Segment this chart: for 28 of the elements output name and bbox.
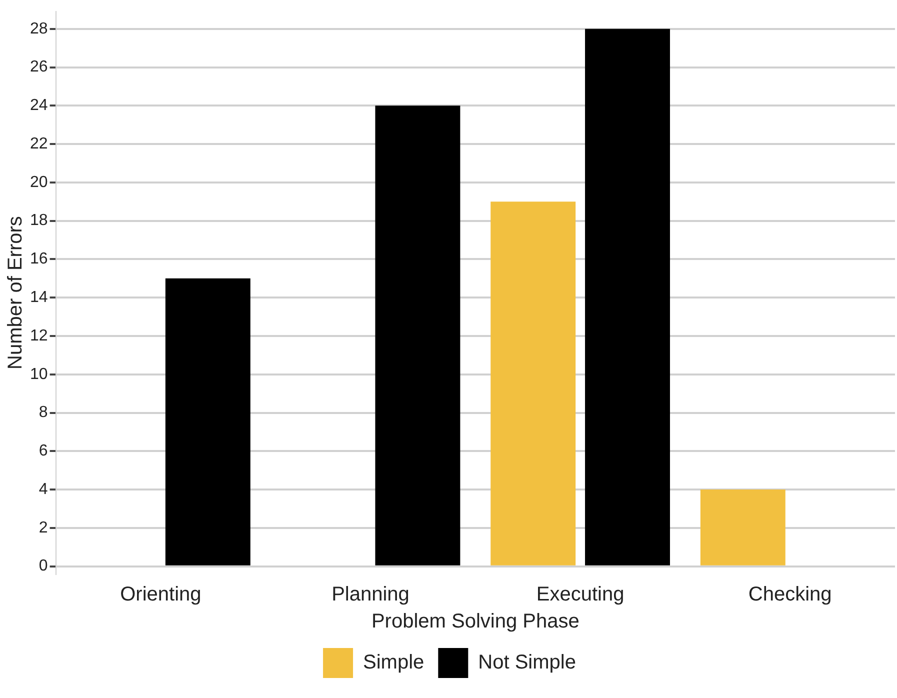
x-tick-label: Executing bbox=[536, 584, 624, 606]
y-tick-label: 4 bbox=[38, 480, 48, 498]
y-tick-label: 16 bbox=[30, 250, 48, 268]
y-tick-label: 0 bbox=[38, 558, 48, 575]
y-tick-label: 20 bbox=[30, 174, 48, 191]
bar bbox=[700, 490, 786, 566]
x-tick-label: Checking bbox=[748, 584, 832, 606]
x-tick-label: Orienting bbox=[120, 584, 202, 606]
bar bbox=[490, 202, 576, 566]
bar bbox=[165, 278, 250, 566]
x-axis-title: Problem Solving Phase bbox=[371, 610, 580, 633]
y-axis-title: Number of Errors bbox=[4, 216, 27, 370]
y-tick-label: 2 bbox=[38, 519, 48, 536]
y-tick-label: 28 bbox=[30, 20, 48, 38]
y-tick-label: 24 bbox=[30, 97, 48, 114]
x-tick-label: Planning bbox=[332, 584, 410, 606]
y-tick-label: 8 bbox=[38, 404, 48, 422]
legend-label: Not Simple bbox=[478, 652, 576, 674]
y-tick-label: 18 bbox=[30, 212, 48, 230]
y-tick-label: 22 bbox=[30, 135, 48, 152]
y-tick-label: 6 bbox=[38, 442, 48, 460]
y-tick-label: 12 bbox=[30, 327, 48, 344]
legend-label: Simple bbox=[363, 652, 424, 674]
y-tick-label: 10 bbox=[30, 366, 48, 383]
bar bbox=[585, 28, 670, 566]
y-tick-label: 14 bbox=[30, 289, 48, 306]
y-tick-label: 26 bbox=[30, 58, 48, 76]
bar bbox=[375, 106, 460, 566]
